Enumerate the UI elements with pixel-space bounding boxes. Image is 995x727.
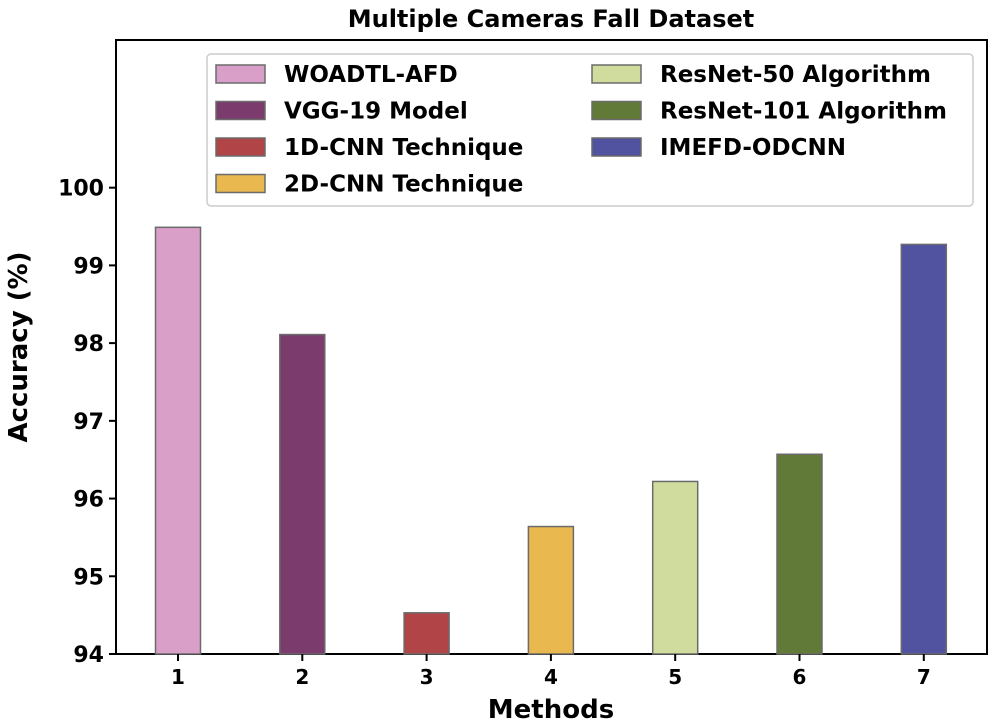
legend-label: ResNet-101 Algorithm — [660, 99, 947, 125]
y-tick-label: 95 — [73, 565, 104, 590]
legend-item: VGG-19 Model — [215, 99, 468, 125]
legend-item: 1D-CNN Technique — [215, 135, 523, 161]
bar-7 — [900, 243, 948, 655]
legend-label: 1D-CNN Technique — [284, 135, 523, 161]
x-tick-label: 2 — [295, 665, 309, 689]
bar-4 — [527, 525, 575, 655]
legend-swatch — [591, 64, 642, 84]
y-tick-label: 99 — [73, 254, 104, 279]
y-tick-label: 97 — [73, 410, 104, 435]
legend-item: ResNet-101 Algorithm — [591, 99, 947, 125]
legend-swatch — [215, 137, 266, 157]
x-axis: 1 2 3 4 5 6 7 — [171, 654, 931, 689]
y-tick-label: 94 — [73, 643, 104, 668]
legend-swatch — [215, 173, 266, 194]
legend-label: ResNet-50 Algorithm — [660, 62, 931, 88]
y-axis-label: Accuracy (%) — [4, 251, 34, 442]
y-tick-label: 100 — [58, 177, 104, 202]
legend-label: IMEFD-ODCNN — [660, 135, 846, 161]
legend-label: WOADTL-AFD — [284, 62, 458, 88]
legend-frame — [206, 53, 974, 207]
legend-swatch — [215, 64, 266, 84]
legend-item: WOADTL-AFD — [215, 62, 458, 88]
bar-3 — [403, 612, 450, 655]
x-axis-label: Methods — [488, 695, 614, 725]
x-tick-label: 4 — [544, 665, 558, 689]
legend-item: 2D-CNN Technique — [215, 172, 523, 198]
legend-swatch — [591, 137, 642, 157]
legend-swatch — [591, 100, 642, 121]
y-tick-label: 98 — [73, 332, 104, 357]
legend-item: IMEFD-ODCNN — [591, 135, 846, 161]
legend: WOADTL-AFD VGG-19 Model 1D-CNN Technique 2D… — [206, 53, 974, 207]
x-tick-label: 6 — [793, 665, 807, 689]
bar-6 — [776, 453, 823, 655]
bar-1 — [154, 226, 202, 655]
y-axis: 94 95 96 97 98 99 100 — [58, 177, 116, 668]
legend-swatch — [215, 100, 266, 121]
legend-label: 2D-CNN Technique — [284, 172, 523, 198]
y-tick-label: 96 — [73, 488, 104, 513]
chart-title: Multiple Cameras Fall Dataset — [348, 5, 755, 33]
x-tick-label: 7 — [917, 665, 931, 689]
bar-2 — [279, 333, 326, 655]
x-tick-label: 1 — [171, 665, 185, 689]
x-tick-label: 5 — [668, 665, 682, 689]
bar-5 — [651, 480, 699, 655]
legend-label: VGG-19 Model — [284, 99, 468, 125]
bars-group — [154, 226, 948, 655]
legend-item: ResNet-50 Algorithm — [591, 62, 931, 88]
x-tick-label: 3 — [420, 665, 434, 689]
